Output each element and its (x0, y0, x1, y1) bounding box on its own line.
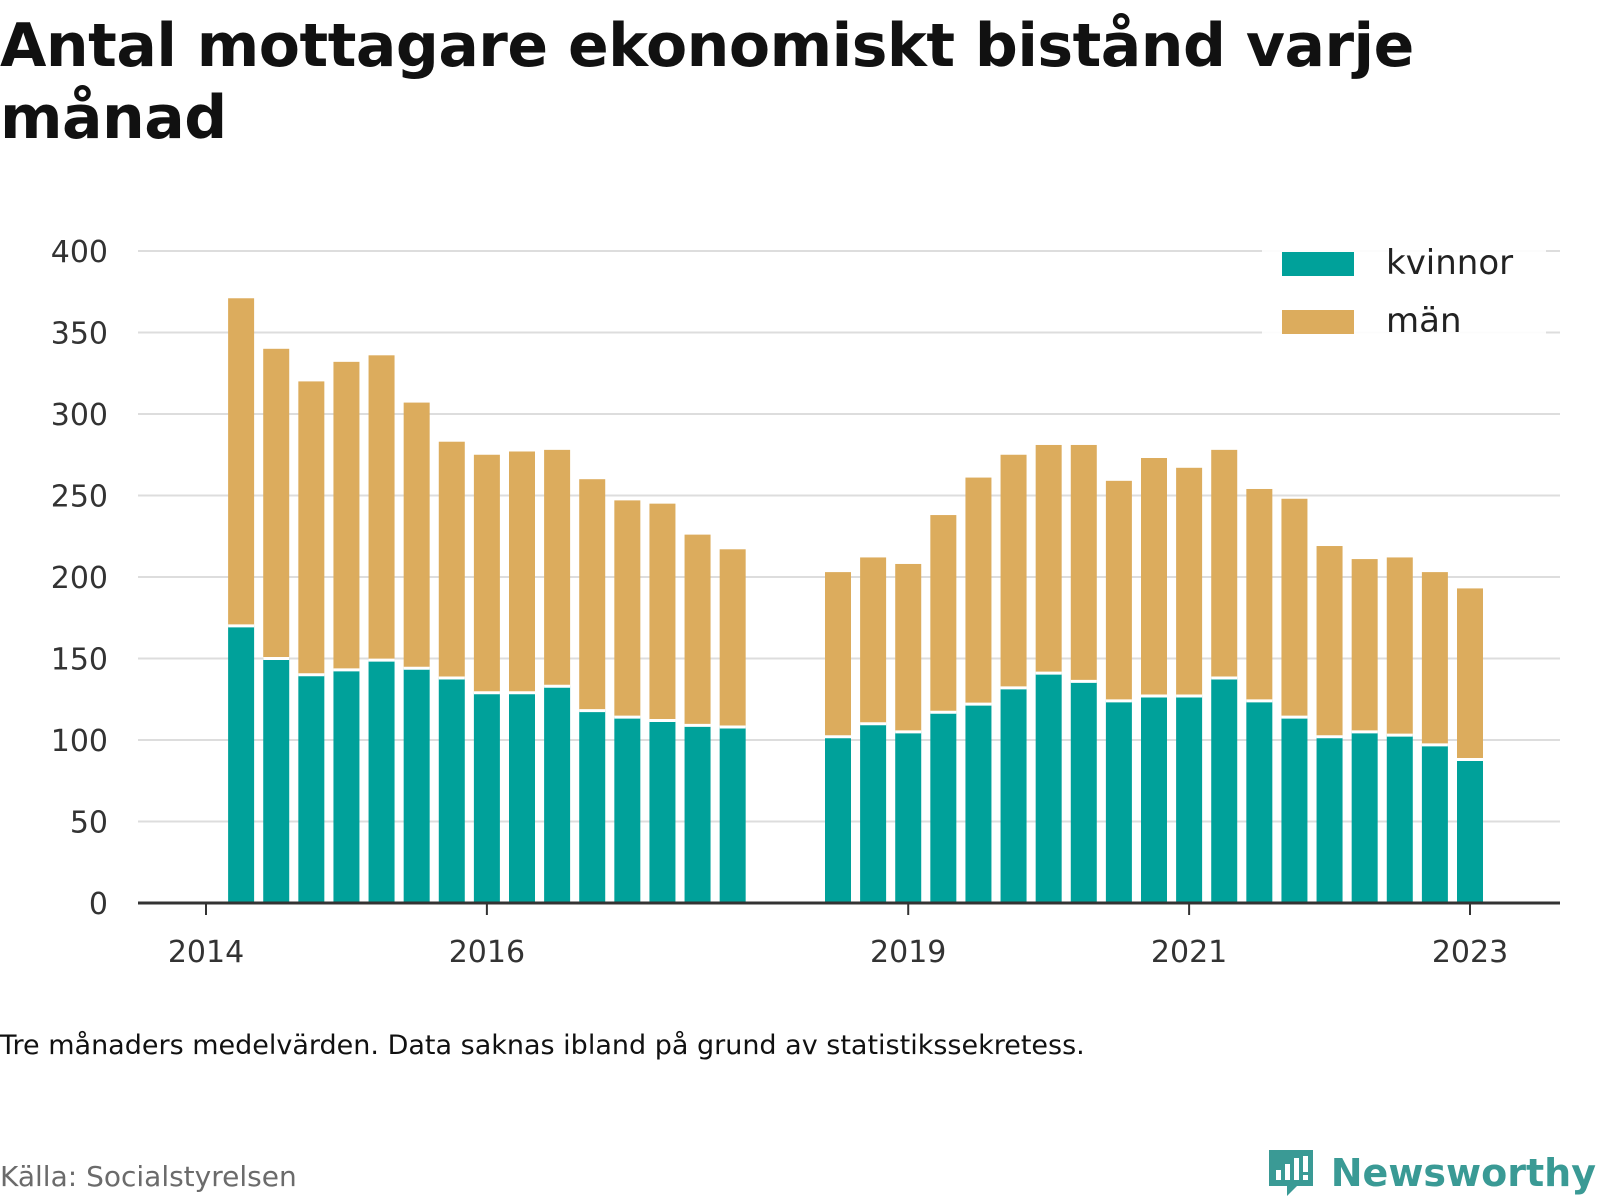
bar-kvinnor (579, 710, 606, 903)
bar-kvinnor (1070, 681, 1097, 903)
bar-man (544, 449, 571, 687)
bar-kvinnor (895, 731, 922, 903)
y-tick-label: 250 (51, 480, 108, 515)
y-tick-label: 100 (51, 724, 108, 759)
bar-kvinnor (1246, 700, 1273, 903)
bar-man (1105, 480, 1132, 701)
y-tick-label: 50 (70, 806, 108, 841)
bar-kvinnor (1457, 759, 1483, 903)
x-tick-label: 2014 (168, 935, 244, 970)
bar-kvinnor (368, 660, 395, 903)
bar-kvinnor (684, 725, 711, 903)
bar-man (1351, 559, 1378, 732)
axes: 0 50 100 150 200 250 300 350 400 2014 2016 2019 2021… (51, 235, 1560, 970)
legend: kvinnor män (1262, 228, 1546, 348)
y-tick-label: 350 (51, 317, 108, 352)
bars (228, 298, 1483, 903)
newsworthy-logo-icon (1268, 1150, 1313, 1196)
x-tick-label: 2021 (1151, 935, 1227, 970)
bar-man (298, 381, 325, 675)
bar-man (895, 563, 922, 732)
bar-man (684, 534, 711, 726)
bar-man (930, 515, 957, 713)
bar-man (719, 549, 746, 727)
bar-man (1176, 467, 1203, 696)
bar-kvinnor (1000, 687, 1027, 903)
bar-kvinnor (544, 686, 571, 903)
bar-man (579, 479, 606, 711)
bar-man (403, 402, 430, 669)
x-tick-label: 2016 (449, 935, 525, 970)
chart-title: Antal mottagare ekonomiskt bistånd varje… (0, 11, 1414, 153)
bar-man (1386, 557, 1413, 736)
bar-kvinnor (1211, 678, 1238, 903)
bar-kvinnor (1141, 695, 1167, 903)
bar-man (649, 503, 676, 721)
bar-kvinnor (263, 658, 290, 903)
brand-name: Newsworthy (1330, 1151, 1596, 1195)
bar-man (965, 477, 992, 705)
y-tick-label: 400 (51, 235, 108, 270)
bar-kvinnor (930, 712, 957, 903)
bar-kvinnor (860, 723, 887, 903)
bar-man (228, 298, 255, 626)
bar-man (1281, 498, 1308, 718)
chart-note: Tre månaders medelvärden. Data saknas ib… (0, 1030, 1085, 1061)
bar-kvinnor (1421, 744, 1448, 903)
source-credit: Källa: Socialstyrelsen (0, 1160, 297, 1193)
bar-man (333, 361, 360, 670)
bar-kvinnor (649, 720, 676, 903)
bar-man (1421, 572, 1448, 745)
bar-man (614, 500, 641, 718)
y-tick-label: 150 (51, 643, 108, 678)
bar-man (1000, 454, 1027, 688)
x-tick-label: 2023 (1432, 935, 1508, 970)
legend-label-man: män (1386, 301, 1462, 341)
bar-man (1457, 588, 1483, 760)
bar-kvinnor (473, 692, 500, 903)
bar-kvinnor (614, 717, 641, 903)
bar-kvinnor (1316, 736, 1343, 903)
bar-man (263, 348, 290, 659)
bar-man (368, 355, 395, 661)
bar-kvinnor (1176, 695, 1203, 903)
bar-kvinnor (1105, 700, 1132, 903)
brand: Newsworthy (1267, 1148, 1596, 1198)
x-tick-label: 2019 (870, 935, 946, 970)
bar-kvinnor (1035, 673, 1062, 903)
bar-kvinnor (509, 692, 535, 903)
bar-man (1035, 444, 1062, 674)
bar-kvinnor (298, 674, 325, 903)
bar-man (825, 572, 851, 737)
bar-kvinnor (403, 668, 430, 903)
legend-swatch-kvinnor (1282, 252, 1354, 276)
y-tick-label: 0 (89, 887, 108, 922)
bar-man (1141, 458, 1167, 696)
bar-kvinnor (825, 736, 851, 903)
y-tick-label: 300 (51, 398, 108, 433)
legend-swatch-man (1282, 310, 1354, 334)
bar-man (1316, 546, 1343, 737)
bar-kvinnor (438, 678, 465, 903)
legend-label-kvinnor: kvinnor (1386, 243, 1513, 283)
bar-man (860, 557, 887, 724)
bar-kvinnor (1281, 717, 1308, 903)
bar-kvinnor (228, 625, 255, 903)
bar-kvinnor (1351, 731, 1378, 903)
bar-kvinnor (1386, 735, 1413, 903)
bar-man (473, 454, 500, 693)
bar-man (438, 441, 465, 679)
y-tick-label: 200 (51, 561, 108, 596)
bar-kvinnor (965, 704, 992, 903)
bar-man (509, 451, 535, 693)
bar-kvinnor (333, 669, 360, 903)
bar-man (1211, 449, 1238, 679)
bar-kvinnor (719, 726, 746, 903)
bar-man (1246, 488, 1273, 701)
bar-man (1070, 444, 1097, 682)
